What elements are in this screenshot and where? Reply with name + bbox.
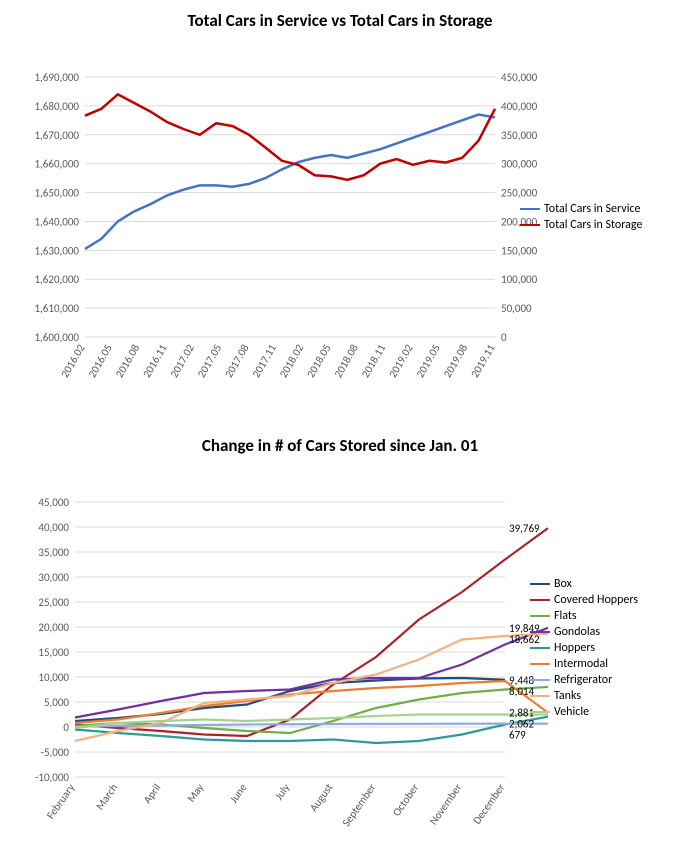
svg-text:1,640,000: 1,640,000	[34, 215, 79, 228]
svg-text:30,000: 30,000	[38, 571, 69, 584]
svg-text:2016.02: 2016.02	[58, 342, 88, 380]
svg-text:2018.08: 2018.08	[332, 342, 362, 380]
svg-text:2017.02: 2017.02	[168, 342, 198, 380]
svg-text:400,000: 400,000	[501, 100, 538, 113]
svg-text:100,000: 100,000	[501, 273, 538, 286]
svg-text:December: December	[470, 781, 507, 826]
svg-text:November: November	[427, 781, 465, 827]
chart2-title: Change in # of Cars Stored since Jan. 01	[20, 435, 660, 456]
legend-item: Gondolas	[530, 625, 638, 639]
svg-text:1,630,000: 1,630,000	[34, 244, 79, 257]
svg-text:1,650,000: 1,650,000	[34, 187, 79, 200]
svg-text:June: June	[227, 781, 250, 806]
chart1-title: Total Cars in Service vs Total Cars in S…	[20, 10, 660, 31]
legend-item: Hoppers	[530, 641, 638, 655]
svg-text:0: 0	[63, 721, 69, 734]
svg-text:May: May	[185, 781, 207, 804]
svg-text:1,670,000: 1,670,000	[34, 129, 79, 142]
chart1-legend: Total Cars in Service Total Cars in Stora…	[520, 200, 642, 234]
svg-text:2017.08: 2017.08	[222, 342, 252, 380]
legend-item: Vehicle	[530, 705, 638, 719]
svg-text:45,000: 45,000	[38, 496, 69, 509]
svg-text:April: April	[141, 781, 164, 806]
svg-text:450,000: 450,000	[501, 71, 538, 84]
svg-text:2019.05: 2019.05	[414, 342, 443, 380]
legend-item: Total Cars in Storage	[520, 218, 642, 232]
svg-text:2017.05: 2017.05	[195, 342, 224, 380]
svg-text:15,000: 15,000	[38, 646, 69, 659]
svg-text:March: March	[93, 781, 120, 812]
svg-text:1,660,000: 1,660,000	[34, 158, 79, 171]
svg-text:1,620,000: 1,620,000	[34, 273, 79, 286]
svg-text:679: 679	[509, 729, 526, 742]
svg-text:-10,000: -10,000	[35, 771, 69, 784]
legend-item: Flats	[530, 609, 638, 623]
svg-text:2016.05: 2016.05	[86, 342, 115, 380]
svg-text:2018.11: 2018.11	[359, 342, 389, 380]
svg-text:1,690,000: 1,690,000	[34, 71, 79, 84]
svg-text:1,680,000: 1,680,000	[34, 100, 79, 113]
svg-text:October: October	[390, 781, 422, 818]
legend-item: Refrigerator	[530, 673, 638, 687]
chart-change-stored: Change in # of Cars Stored since Jan. 01…	[20, 435, 660, 847]
svg-text:2016.11: 2016.11	[140, 342, 170, 380]
svg-text:August: August	[307, 781, 336, 814]
svg-text:September: September	[340, 781, 379, 829]
svg-text:300,000: 300,000	[501, 158, 538, 171]
svg-text:40,000: 40,000	[38, 521, 69, 534]
svg-text:50,000: 50,000	[501, 302, 532, 315]
svg-text:250,000: 250,000	[501, 187, 538, 200]
svg-text:35,000: 35,000	[38, 546, 69, 559]
svg-text:July: July	[272, 781, 292, 802]
svg-text:0: 0	[501, 331, 507, 344]
svg-text:350,000: 350,000	[501, 129, 538, 142]
svg-text:2019.02: 2019.02	[386, 342, 416, 380]
svg-text:-5,000: -5,000	[41, 746, 70, 759]
svg-text:February: February	[44, 781, 78, 821]
legend-item: Total Cars in Service	[520, 202, 642, 216]
svg-text:2017.11: 2017.11	[250, 342, 280, 380]
svg-text:2019.11: 2019.11	[468, 342, 498, 380]
chart2-legend: Box Covered Hoppers Flats Gondolas Hoppers In…	[530, 575, 638, 721]
legend-item: Tanks	[530, 689, 638, 703]
legend-item: Covered Hoppers	[530, 593, 638, 607]
chart-cars-service-storage: Total Cars in Service vs Total Cars in S…	[20, 10, 660, 402]
svg-text:5,000: 5,000	[44, 696, 69, 709]
legend-item: Box	[530, 577, 638, 591]
legend-item: Intermodal	[530, 657, 638, 671]
svg-text:150,000: 150,000	[501, 244, 538, 257]
svg-text:2019.08: 2019.08	[441, 342, 471, 380]
svg-text:39,769: 39,769	[509, 522, 540, 535]
svg-text:2018.02: 2018.02	[277, 342, 307, 380]
svg-text:25,000: 25,000	[38, 596, 69, 609]
svg-text:10,000: 10,000	[38, 671, 69, 684]
svg-text:1,610,000: 1,610,000	[34, 302, 79, 315]
svg-text:1,600,000: 1,600,000	[34, 331, 79, 344]
svg-text:20,000: 20,000	[38, 621, 69, 634]
svg-text:2018.05: 2018.05	[304, 342, 333, 380]
svg-text:2016.08: 2016.08	[113, 342, 143, 380]
